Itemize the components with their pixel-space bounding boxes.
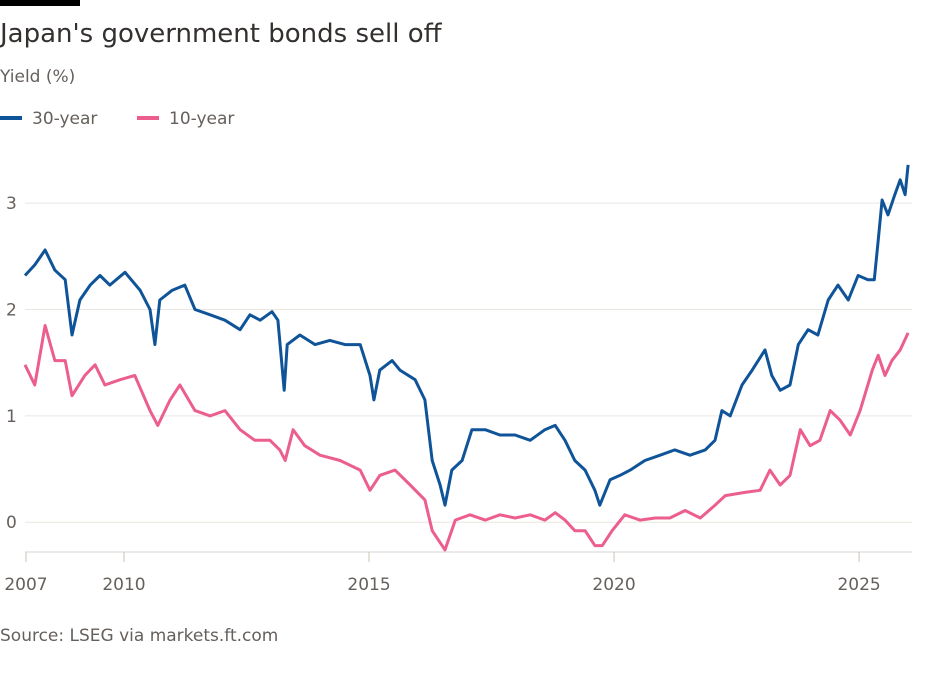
- legend: 30-year 10-year: [0, 109, 234, 129]
- x-tick-label: 2020: [592, 575, 635, 595]
- y-tick-label: 1: [6, 407, 17, 427]
- series-line: [23, 324, 910, 552]
- x-tick-label: 2007: [4, 575, 47, 595]
- series-line: [23, 164, 910, 507]
- x-tick-label: 2010: [102, 575, 145, 595]
- y-tick-label: 2: [6, 301, 17, 321]
- x-tick-label: 2025: [837, 575, 880, 595]
- chart-subtitle: Yield (%): [0, 67, 75, 87]
- chart-title: Japan's government bonds sell off: [0, 19, 443, 49]
- brand-bar: [0, 0, 80, 6]
- legend-label: 30-year: [32, 109, 97, 129]
- source: Source: LSEG via markets.ft.com: [0, 626, 278, 646]
- x-tick-label: 2015: [347, 575, 390, 595]
- y-tick-label: 3: [6, 194, 17, 214]
- legend-label: 10-year: [169, 109, 234, 129]
- y-tick-label: 0: [6, 513, 17, 533]
